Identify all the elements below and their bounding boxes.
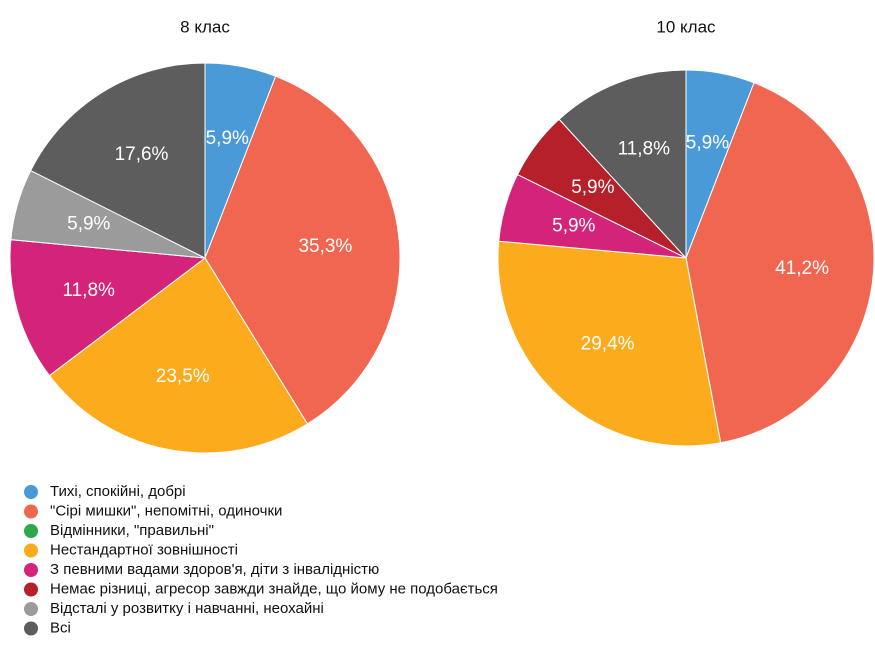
legend-swatch xyxy=(24,602,38,616)
legend-label: "Сірі мишки", непомітні, одиночки xyxy=(50,502,282,519)
legend-swatch xyxy=(24,543,38,558)
chart-title: 8 клас xyxy=(180,17,230,36)
legend-label: Нестандартної зовнішності xyxy=(50,541,238,558)
legend-label: Тихі, спокійні, добрі xyxy=(50,483,186,500)
pie-slice xyxy=(48,257,309,454)
chart-title: 10 клас xyxy=(656,17,716,36)
pie-slice xyxy=(685,82,875,444)
legend-swatch xyxy=(24,485,38,499)
legend-swatch xyxy=(24,504,38,519)
pie-slice xyxy=(558,69,687,260)
legend-swatch xyxy=(24,563,38,577)
legend-swatch xyxy=(24,524,38,538)
value-label: 5,9% xyxy=(686,132,729,153)
legend-label: Всі xyxy=(50,619,71,636)
value-label: 5,9% xyxy=(67,214,110,235)
legend-swatch xyxy=(24,621,38,636)
value-label: 5,9% xyxy=(571,177,614,198)
legend-label: Відмінники, "правильні" xyxy=(50,522,214,539)
value-label: 35,3% xyxy=(298,236,352,257)
value-label: 29,4% xyxy=(581,333,635,354)
legend-swatch xyxy=(24,582,38,597)
legend-label: Немає різниці, агресор завжди знайде, що… xyxy=(50,580,498,597)
pie-slice xyxy=(204,75,401,425)
value-label: 17,6% xyxy=(115,144,169,165)
value-label: 5,9% xyxy=(552,215,595,236)
value-label: 11,8% xyxy=(618,138,671,159)
pie-slice xyxy=(9,239,207,377)
value-label: 5,9% xyxy=(206,128,249,149)
value-label: 23,5% xyxy=(156,366,210,387)
legend-label: Відсталі у розвитку і навчанні, неохайні xyxy=(50,600,324,617)
value-label: 41,2% xyxy=(775,258,829,279)
pie-slice xyxy=(497,240,722,447)
pie-slice xyxy=(30,62,206,259)
legend-label: З певними вадами здоров'я, діти з інвалі… xyxy=(50,561,379,578)
value-label: 11,8% xyxy=(62,280,115,301)
